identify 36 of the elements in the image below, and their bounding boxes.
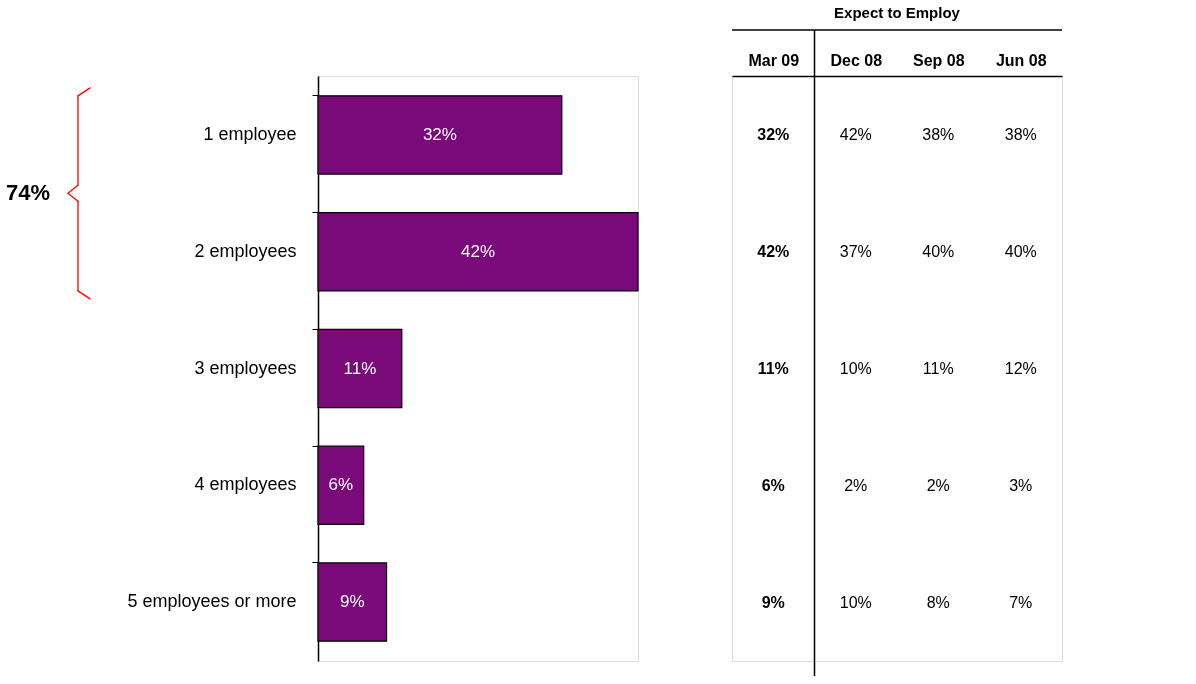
data-label: 11% [343, 358, 377, 378]
y-tick-label: 1 employee [203, 123, 297, 144]
data-label: 2% [844, 476, 868, 494]
x-tick-label: Sep 08 [912, 51, 965, 69]
data-label: 3% [1009, 476, 1033, 494]
x-tick-label: Mar 09 [748, 51, 800, 69]
y-tick-label: 3 employees [194, 357, 297, 378]
text: 74% [5, 180, 51, 206]
x-tick-label: Jun 08 [995, 51, 1047, 69]
data-label: 7% [1009, 593, 1033, 611]
data-label: 10% [839, 593, 872, 611]
data-label: 42% [839, 125, 872, 143]
y-tick-label: 5 employees or more [127, 591, 297, 612]
data-label: 9% [761, 593, 785, 611]
data-label: 6% [761, 476, 785, 494]
data-label: 38% [922, 125, 955, 143]
x-tick-label: Dec 08 [830, 51, 883, 69]
data-label: 10% [839, 359, 872, 377]
chart-title: Expect to Employ [834, 4, 961, 22]
data-label: 40% [1004, 242, 1037, 260]
data-label: 42% [460, 241, 496, 261]
data-label: 40% [922, 242, 955, 260]
data-label: 32% [422, 124, 457, 144]
data-label: 32% [757, 125, 790, 143]
data-label: 42% [757, 242, 790, 260]
data-label: 8% [926, 593, 950, 611]
data-label: 9% [340, 592, 365, 612]
data-label: 12% [1004, 359, 1037, 377]
data-label: 38% [1004, 125, 1037, 143]
y-tick-label: 2 employees [194, 240, 297, 261]
data-label: 37% [839, 242, 872, 260]
data-label: 11% [757, 359, 789, 377]
data-label: 2% [926, 476, 950, 494]
y-tick-label: 4 employees [194, 474, 297, 495]
data-label: 11% [922, 359, 954, 377]
data-label: 6% [328, 475, 354, 495]
